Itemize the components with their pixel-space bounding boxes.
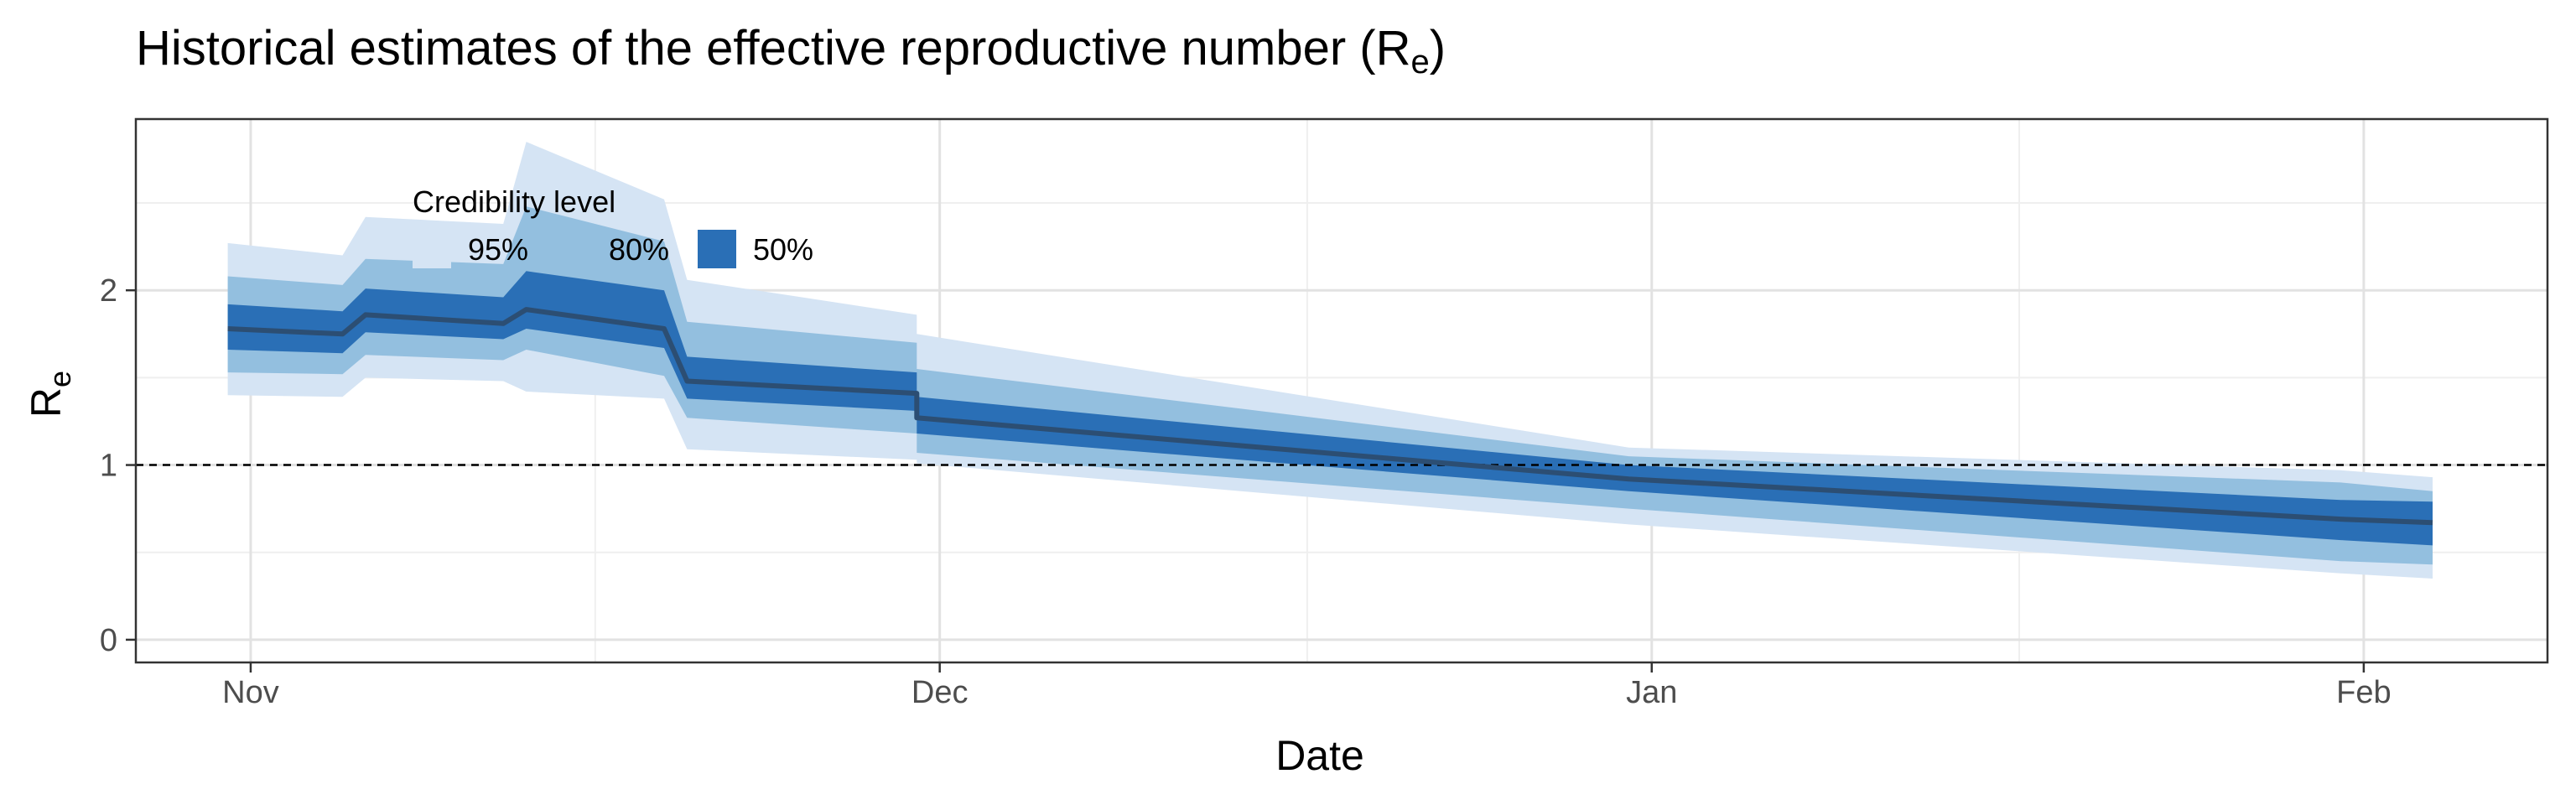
legend-label: 80% xyxy=(609,232,669,267)
x-tick-label: Dec xyxy=(911,675,969,710)
legend-title: Credibility level xyxy=(413,184,615,219)
y-tick-label: 1 xyxy=(100,449,117,484)
legend-swatch xyxy=(553,230,592,268)
x-axis-title: Date xyxy=(1275,732,1364,779)
x-tick-label: Jan xyxy=(1626,675,1677,710)
median-line-group xyxy=(227,307,2433,526)
chart-title-text: Historical estimates of the effective re… xyxy=(136,21,1411,75)
y-axis-title: Re xyxy=(23,371,77,418)
chart-title-subscript: e xyxy=(1410,44,1430,80)
legend-swatch xyxy=(413,230,451,268)
legend-label: 50% xyxy=(753,232,813,267)
y-tick-label: 2 xyxy=(100,273,117,309)
axes: Nov Dec Jan Feb 0 1 2 xyxy=(100,273,2392,710)
legend-swatch xyxy=(698,230,736,268)
y-axis-title-main: R xyxy=(23,387,70,418)
x-tick-label: Nov xyxy=(222,675,279,710)
median-line xyxy=(227,307,2433,526)
legend: Credibility level 95% 80% 50% xyxy=(413,184,813,268)
band-80 xyxy=(227,206,2433,565)
chart-title-suffix: ) xyxy=(1429,21,1446,75)
plot-border xyxy=(134,117,2549,664)
x-tick-label: Feb xyxy=(2336,675,2391,710)
legend-label: 95% xyxy=(468,232,528,267)
y-axis-title-subscript: e xyxy=(43,371,77,387)
credibility-bands xyxy=(227,142,2433,579)
chart-title: Historical estimates of the effective re… xyxy=(136,15,1446,96)
band-50 xyxy=(227,271,2433,546)
y-tick-label: 0 xyxy=(100,623,117,658)
